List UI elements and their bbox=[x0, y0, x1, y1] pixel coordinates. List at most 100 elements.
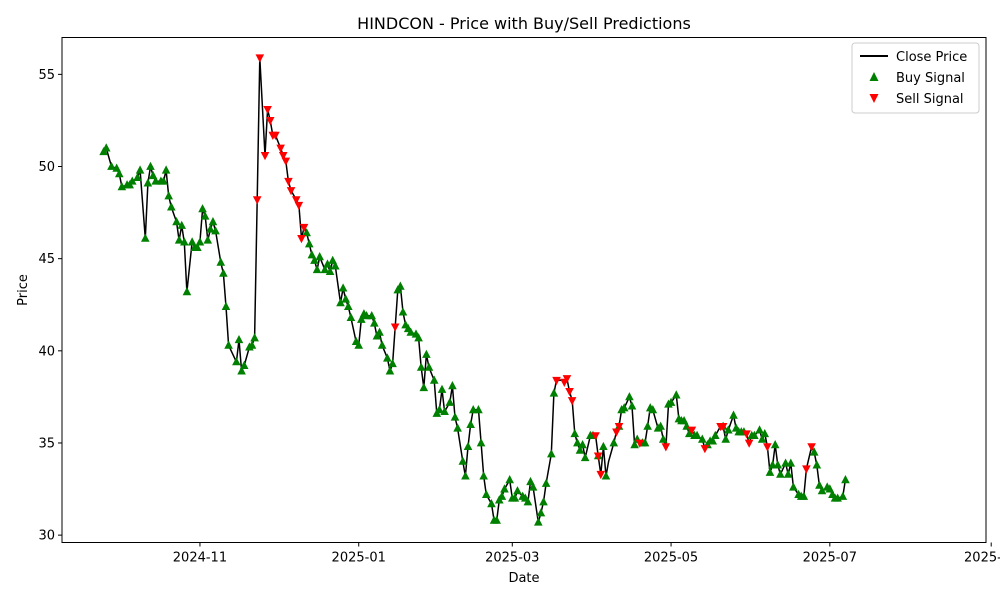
buy-signal-marker bbox=[656, 421, 665, 430]
sell-signal-marker bbox=[591, 432, 600, 441]
sell-signal-marker bbox=[614, 422, 624, 432]
x-tick-label: 2025-07 bbox=[803, 551, 857, 566]
buy-signal-marker bbox=[534, 517, 543, 526]
buy-signal-marker bbox=[536, 508, 546, 517]
buy-signal-marker bbox=[198, 204, 207, 213]
y-tick-label: 55 bbox=[38, 68, 55, 83]
buy-signal-marker bbox=[684, 428, 694, 438]
buy-signal-marker bbox=[528, 482, 538, 491]
buy-signal-marker bbox=[599, 441, 608, 451]
sell-signal-marker bbox=[802, 465, 811, 474]
buy-signal-marker bbox=[463, 441, 473, 451]
buy-signal-marker bbox=[526, 476, 535, 486]
buy-signal-marker bbox=[133, 172, 142, 181]
buy-signal-marker bbox=[302, 228, 311, 237]
sell-signal-marker bbox=[700, 445, 710, 454]
sell-signal-marker bbox=[284, 177, 293, 187]
buy-signal-marker bbox=[627, 401, 637, 410]
buy-signal-marker bbox=[375, 327, 384, 336]
buy-signal-marker bbox=[414, 333, 423, 342]
y-tick-label: 45 bbox=[38, 252, 55, 267]
buy-signal-marker bbox=[354, 340, 364, 349]
x-tick-label: 2025-09 bbox=[964, 551, 1000, 566]
buy-signal-marker bbox=[148, 170, 158, 180]
buy-signal-marker bbox=[330, 261, 340, 270]
legend-close-price-label: Close Price bbox=[896, 50, 967, 65]
buy-signal-marker bbox=[127, 176, 137, 185]
y-tick-label: 30 bbox=[38, 529, 55, 544]
buy-signal-marker bbox=[513, 486, 522, 495]
legend-buy-signal-swatch bbox=[869, 72, 879, 81]
buy-signal-marker bbox=[406, 327, 416, 336]
sell-signal-marker bbox=[255, 54, 265, 63]
buy-signal-marker bbox=[247, 340, 257, 349]
sell-signal-marker bbox=[742, 430, 751, 439]
buy-signal-marker bbox=[338, 283, 348, 292]
buy-signal-marker bbox=[208, 217, 218, 226]
buy-signal-marker bbox=[211, 226, 220, 235]
sell-signal-marker bbox=[299, 223, 309, 233]
buy-signal-marker bbox=[729, 410, 738, 419]
buy-signal-marker bbox=[440, 406, 449, 416]
sell-signal-marker bbox=[265, 117, 275, 126]
buy-signal-marker bbox=[770, 440, 780, 449]
buy-signal-marker bbox=[838, 491, 848, 500]
buy-signal-marker bbox=[453, 423, 462, 432]
buy-signal-marker bbox=[721, 434, 731, 443]
buy-signal-marker bbox=[237, 366, 246, 375]
buy-signal-marker bbox=[765, 467, 775, 476]
sell-signal-marker bbox=[593, 452, 603, 461]
buy-signal-marker bbox=[825, 484, 835, 493]
buy-signal-marker bbox=[114, 169, 124, 178]
buy-signal-marker bbox=[416, 362, 426, 371]
sell-signal-marker bbox=[260, 152, 270, 161]
buy-signal-marker bbox=[789, 482, 798, 491]
chart-title: HINDCON - Price with Buy/Sell Prediction… bbox=[357, 14, 691, 33]
sell-signal-marker bbox=[687, 426, 697, 435]
buy-signal-marker bbox=[187, 237, 197, 246]
buy-signal-marker bbox=[107, 161, 116, 170]
buy-signal-marker bbox=[619, 403, 629, 412]
buy-signal-marker bbox=[648, 404, 658, 414]
buy-signal-marker bbox=[640, 438, 650, 447]
sell-signal-marker bbox=[276, 144, 285, 153]
y-tick-label: 50 bbox=[38, 160, 55, 175]
buy-signal-marker bbox=[429, 375, 439, 384]
buy-signal-marker bbox=[466, 419, 475, 428]
buy-signal-marker bbox=[481, 489, 491, 498]
buy-signal-marker bbox=[711, 430, 720, 440]
buy-signal-marker bbox=[180, 237, 189, 246]
buy-signal-marker bbox=[398, 307, 408, 316]
buy-signal-marker bbox=[224, 340, 233, 349]
buy-signal-marker bbox=[445, 397, 455, 406]
buy-signal-marker bbox=[549, 388, 559, 397]
buy-signal-marker bbox=[786, 458, 796, 467]
sell-signal-marker bbox=[281, 157, 291, 166]
x-tick-label: 2025-05 bbox=[644, 551, 698, 566]
sell-signal-marker bbox=[390, 323, 400, 332]
buy-signal-marker bbox=[539, 497, 548, 506]
buy-signal-marker bbox=[783, 469, 793, 478]
buy-signal-marker bbox=[671, 390, 681, 399]
sell-signal-marker bbox=[291, 196, 301, 205]
buy-signal-marker bbox=[724, 425, 733, 434]
buy-signal-marker bbox=[575, 445, 585, 454]
buy-signal-marker bbox=[422, 349, 431, 358]
buy-signal-marker bbox=[203, 235, 213, 244]
sell-signal-marker bbox=[612, 428, 621, 437]
buy-signal-marker bbox=[643, 421, 652, 430]
buy-signal-marker bbox=[312, 264, 322, 274]
sell-signal-marker bbox=[263, 105, 272, 115]
sell-signal-marker bbox=[278, 152, 288, 161]
buy-signal-marker bbox=[320, 264, 330, 274]
buy-signal-marker bbox=[159, 176, 168, 185]
sell-signal-marker bbox=[718, 422, 728, 432]
sell-signal-marker bbox=[565, 387, 574, 397]
buy-signal-marker bbox=[234, 334, 244, 344]
sell-signal-marker bbox=[271, 131, 280, 140]
buy-signal-marker bbox=[500, 484, 509, 493]
buy-signal-marker bbox=[773, 460, 783, 469]
buy-signal-marker bbox=[216, 257, 226, 266]
buy-signal-marker bbox=[377, 340, 387, 349]
